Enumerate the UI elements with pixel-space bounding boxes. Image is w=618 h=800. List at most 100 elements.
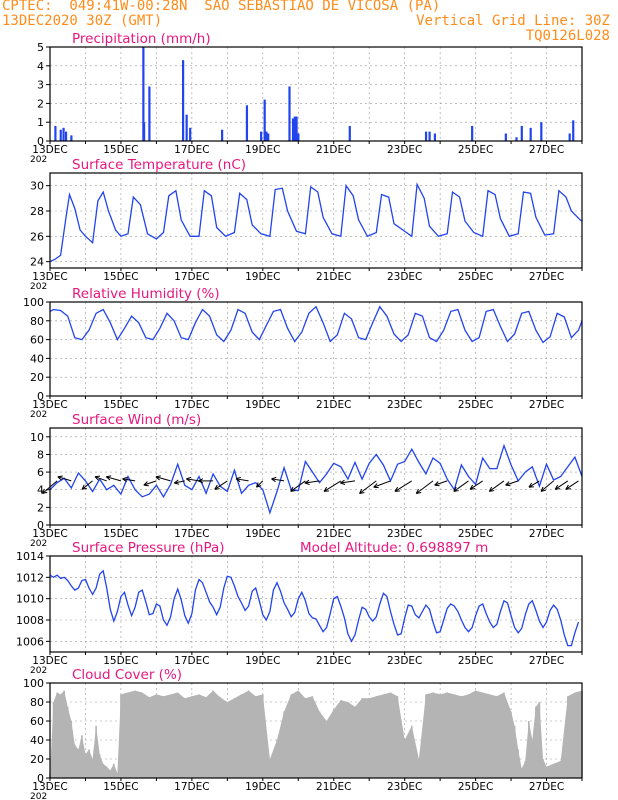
wind-vector (186, 478, 200, 482)
wind-arrowhead (540, 486, 546, 492)
temp-panel (46, 172, 583, 271)
y-tick-label: 80 (30, 696, 44, 709)
wind-arrowhead (41, 488, 48, 494)
x-tick-label: 15DEC (103, 144, 138, 156)
x-tick-label: 19DEC (245, 655, 280, 667)
precip-bar (568, 133, 571, 141)
precip-bar (504, 133, 507, 141)
wind-arrowhead (554, 484, 561, 490)
cloud-frame (49, 682, 583, 779)
wind-vector (453, 480, 469, 492)
wind-vector (122, 478, 136, 482)
wind-panel (41, 427, 583, 528)
grid-line-note: Vertical Grid Line: 30Z (416, 13, 610, 29)
wind-arrowhead (143, 481, 149, 487)
wind-vector (57, 476, 72, 482)
y-tick-label: 80 (30, 315, 44, 328)
precip-bar (263, 99, 266, 141)
x-tick-label: 23DEC (387, 781, 422, 793)
precip-bar (288, 86, 291, 141)
wind-vector (554, 480, 569, 490)
y-tick-label: 1008 (16, 614, 44, 627)
x-tick-label: 13DEC (32, 781, 67, 793)
precip-bar (348, 125, 351, 141)
y-tick-label: 8 (37, 448, 44, 461)
precip-bar (221, 129, 224, 141)
wind-vector (340, 480, 356, 484)
x-tick-label: 17DEC (174, 528, 209, 540)
rh-line (49, 305, 583, 344)
rh-frame (49, 301, 583, 397)
x-tick-label: 13DEC (32, 144, 67, 156)
wind-vector (469, 480, 483, 490)
precip-bar (70, 135, 73, 141)
pres-line (49, 569, 580, 647)
y-tick-label: 2 (37, 97, 44, 110)
x-tick-label: 21DEC (316, 399, 351, 411)
wind-arrowhead (105, 475, 112, 481)
y-tick-label: 24 (30, 256, 44, 269)
x-tick-label: 19DEC (245, 399, 280, 411)
precip-frame (49, 46, 583, 142)
year-label: 202 (30, 155, 47, 165)
wind-arrowhead (488, 486, 495, 492)
wind-vector (415, 480, 434, 494)
wind-vector (290, 480, 306, 492)
year-label: 202 (30, 792, 47, 800)
wind-arrowhead (235, 476, 241, 483)
precip-bar (295, 116, 298, 141)
wind-vector (488, 480, 505, 492)
wind-arrowhead (198, 478, 204, 484)
x-tick-label: 15DEC (103, 655, 138, 667)
run-code: TQ0126L028 (525, 28, 610, 44)
x-tick-label: 15DEC (103, 781, 138, 793)
y-tick-label: 40 (30, 734, 44, 747)
wind-arrowhead (304, 479, 310, 486)
x-tick-label: 15DEC (103, 271, 138, 283)
cloud-title: Cloud Cover (%) (72, 667, 182, 683)
wind-arrowhead (394, 486, 400, 492)
precip-bar (572, 120, 575, 141)
wind-frame (49, 427, 583, 526)
precip-bar (245, 105, 249, 141)
model-altitude: Model Altitude: 0.698897 m (300, 540, 488, 556)
wind-vector (155, 476, 171, 482)
wind-arrowhead (415, 488, 422, 494)
precip-bar (291, 118, 295, 141)
wind-vector (214, 480, 228, 490)
y-tick-label: 26 (30, 230, 44, 243)
x-tick-label: 21DEC (316, 144, 351, 156)
x-tick-label: 17DEC (174, 655, 209, 667)
y-tick-label: 0 (37, 772, 44, 785)
precip-bar (471, 125, 474, 141)
year-label: 202 (30, 539, 47, 549)
y-tick-label: 1 (37, 116, 44, 129)
header: CPTEC: 049:41W-00:28N SAO SEBASTIAO DE V… (0, 0, 618, 46)
y-tick-label: 5 (37, 41, 44, 54)
y-tick-label: 30 (30, 180, 44, 193)
cloud-panel (46, 682, 583, 781)
y-tick-label: 0 (37, 390, 44, 403)
precip-bar (59, 129, 62, 141)
year-label: 202 (30, 282, 47, 292)
y-tick-label: 20 (30, 753, 44, 766)
precip-bar (515, 137, 518, 141)
rh-panel (46, 301, 583, 399)
pres-frame (49, 555, 583, 653)
wind-vector (434, 480, 448, 486)
x-tick-label: 23DEC (387, 655, 422, 667)
x-tick-label: 27DEC (529, 528, 564, 540)
y-tick-label: 3 (37, 79, 44, 92)
y-tick-label: 20 (30, 371, 44, 384)
wind-arrowhead (505, 481, 511, 487)
wind-arrowhead (94, 475, 101, 481)
precip-bar (260, 131, 263, 141)
wind-vector (106, 476, 122, 482)
x-tick-label: 25DEC (458, 144, 493, 156)
pres-panel (46, 555, 583, 655)
wind-arrowhead (434, 481, 440, 487)
x-tick-label: 17DEC (174, 271, 209, 283)
x-tick-label: 17DEC (174, 781, 209, 793)
x-tick-label: 21DEC (316, 781, 351, 793)
precip-bar (64, 131, 68, 141)
